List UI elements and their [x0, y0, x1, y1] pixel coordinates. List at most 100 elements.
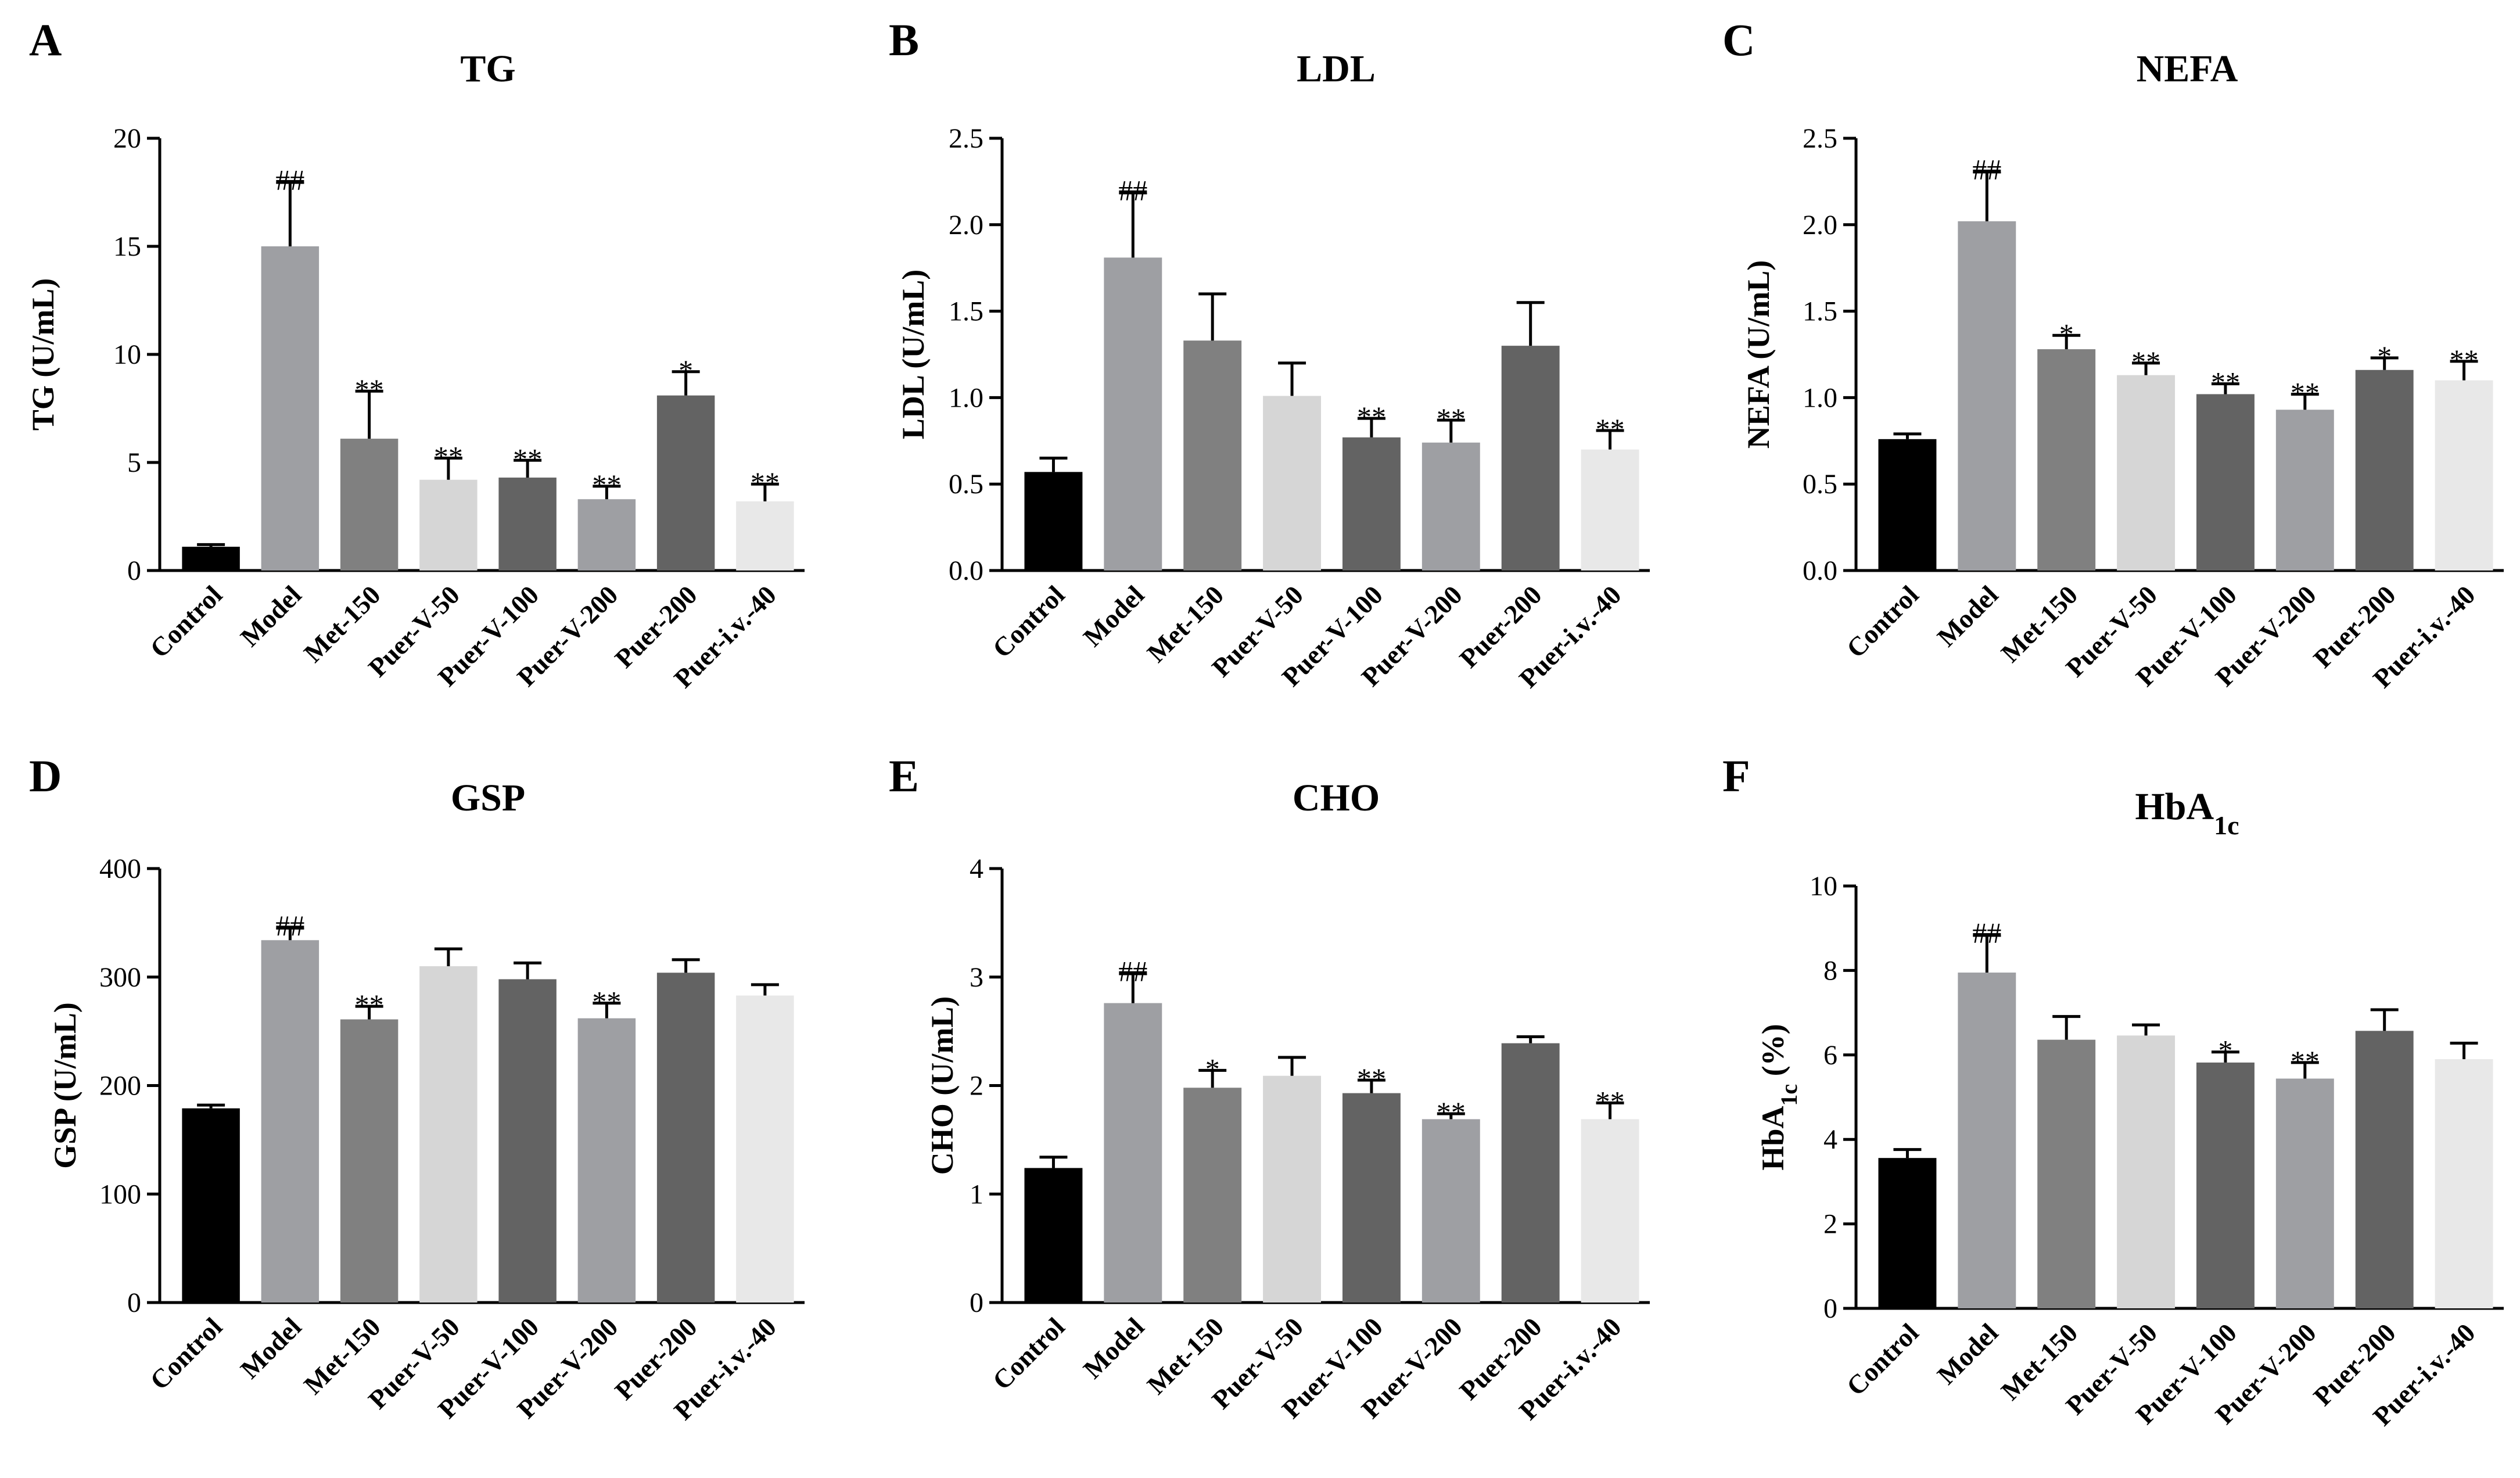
- bar-puer-v-50: [1263, 1075, 1322, 1303]
- significance-label: **: [1596, 1085, 1625, 1117]
- significance-label: *: [2059, 317, 2074, 350]
- x-tick-label: Model: [1932, 580, 2004, 652]
- y-tick-label: 2.5: [1803, 123, 1837, 154]
- bar-puer-v-200: [1421, 442, 1480, 571]
- y-tick-label: 6: [1823, 1040, 1837, 1071]
- bar-puer-v-100: [2196, 1062, 2255, 1308]
- bar-control: [182, 547, 240, 571]
- chart-title: CHO: [1293, 777, 1380, 819]
- significance-label: **: [434, 440, 463, 473]
- significance-label: **: [2211, 366, 2240, 399]
- significance-label: *: [2218, 1034, 2232, 1067]
- x-tick-label: Model: [1932, 1318, 2004, 1390]
- bar-puer-i-v-40: [2435, 1059, 2493, 1308]
- y-tick-label: 2: [970, 1071, 983, 1102]
- bar-control: [182, 1108, 240, 1303]
- y-tick-label: 20: [113, 123, 141, 154]
- bar-met-150: [2037, 1039, 2096, 1308]
- significance-label: *: [1205, 1052, 1220, 1085]
- significance-label: ##: [1972, 153, 2001, 186]
- bar-met-150: [340, 1019, 399, 1303]
- panel-letter: A: [29, 15, 62, 65]
- chart-title: GSP: [451, 777, 525, 819]
- y-tick-label: 10: [113, 339, 141, 370]
- y-tick-label: 5: [127, 447, 141, 478]
- bar-met-150: [2037, 349, 2096, 571]
- y-axis-label: HbA1c (%): [1756, 1024, 1802, 1170]
- x-tick-label: Control: [1841, 580, 1925, 663]
- chart-title: HbA1c: [2135, 785, 2239, 840]
- significance-label: **: [751, 466, 780, 498]
- bar-model: [261, 940, 320, 1303]
- chart-title: TG: [460, 48, 515, 90]
- bar-control: [1024, 472, 1083, 571]
- bar-puer-v-50: [419, 479, 478, 571]
- bar-model: [261, 246, 320, 571]
- bar-puer-200: [656, 395, 715, 571]
- bar-puer-v-200: [2275, 410, 2334, 571]
- x-tick-label: Control: [987, 580, 1071, 663]
- chart-panel-d: D GSP GSP (U/mL) 0 100 200 300 400 Control ## Mode…: [29, 751, 805, 1426]
- bar-model: [1958, 221, 2016, 571]
- bar-model: [1104, 1003, 1162, 1303]
- bar-puer-v-200: [1421, 1119, 1480, 1303]
- y-tick-label: 4: [1823, 1124, 1837, 1155]
- bar-control: [1878, 1158, 1937, 1308]
- significance-label: **: [592, 985, 621, 1018]
- y-axis-label: CHO (U/mL): [925, 996, 960, 1175]
- significance-label: **: [2131, 345, 2160, 378]
- y-tick-label: 2.5: [949, 123, 983, 154]
- chart-title: NEFA: [2137, 48, 2238, 90]
- chart-title-subscript: 1c: [2214, 810, 2239, 840]
- significance-label: *: [2377, 340, 2392, 372]
- significance-label: **: [1357, 400, 1386, 433]
- x-tick-label: Model: [1078, 1312, 1150, 1384]
- bar-model: [1958, 973, 2016, 1308]
- bar-puer-v-50: [2117, 1035, 2176, 1308]
- y-tick-label: 0: [127, 1287, 141, 1318]
- y-tick-label: 0.0: [949, 555, 983, 586]
- bar-met-150: [340, 439, 399, 571]
- significance-label: **: [592, 468, 621, 501]
- bar-puer-v-100: [1342, 437, 1401, 571]
- significance-label: ##: [1118, 174, 1147, 206]
- bar-puer-v-50: [419, 966, 478, 1303]
- y-axis-label: NEFA (U/mL): [1741, 260, 1776, 449]
- bar-puer-v-100: [1342, 1093, 1401, 1303]
- y-tick-label: 0: [127, 555, 141, 586]
- bar-puer-i-v-40: [2435, 380, 2493, 571]
- significance-label: **: [2291, 376, 2320, 408]
- significance-label: **: [1596, 412, 1625, 445]
- bar-puer-v-100: [2196, 394, 2255, 571]
- y-axis-label: LDL (U/mL): [896, 270, 931, 440]
- y-tick-label: 0.5: [949, 469, 983, 500]
- bar-puer-200: [656, 973, 715, 1303]
- significance-label: ##: [1972, 917, 2001, 949]
- bar-model: [1104, 257, 1162, 571]
- y-tick-label: 4: [970, 853, 983, 884]
- y-tick-label: 1.5: [949, 296, 983, 327]
- bar-puer-200: [2355, 1031, 2414, 1308]
- x-tick-label: Control: [144, 1312, 228, 1396]
- chart-panel-b: B LDL LDL (U/mL) 0.0 0.5 1.0 1.5 2.0 2.5 Control #…: [889, 15, 1650, 694]
- y-tick-label: 1: [970, 1179, 983, 1210]
- y-tick-label: 2: [1823, 1209, 1837, 1240]
- chart-title-main: HbA: [2135, 785, 2214, 828]
- bar-met-150: [1183, 340, 1242, 571]
- significance-label: **: [2291, 1045, 2320, 1077]
- y-tick-label: 0.5: [1803, 469, 1837, 500]
- y-tick-label: 0: [970, 1287, 983, 1318]
- significance-label: ##: [1118, 955, 1147, 987]
- significance-label: **: [513, 442, 542, 475]
- y-tick-label: 2.0: [949, 210, 983, 241]
- bar-control: [1024, 1168, 1083, 1303]
- bar-puer-v-200: [2275, 1078, 2334, 1308]
- bar-puer-v-200: [577, 499, 636, 571]
- y-tick-label: 2.0: [1803, 210, 1837, 241]
- x-tick-label: Model: [235, 580, 307, 652]
- y-tick-label: 300: [99, 962, 141, 993]
- significance-label: **: [2450, 343, 2479, 376]
- bar-puer-v-100: [498, 478, 557, 571]
